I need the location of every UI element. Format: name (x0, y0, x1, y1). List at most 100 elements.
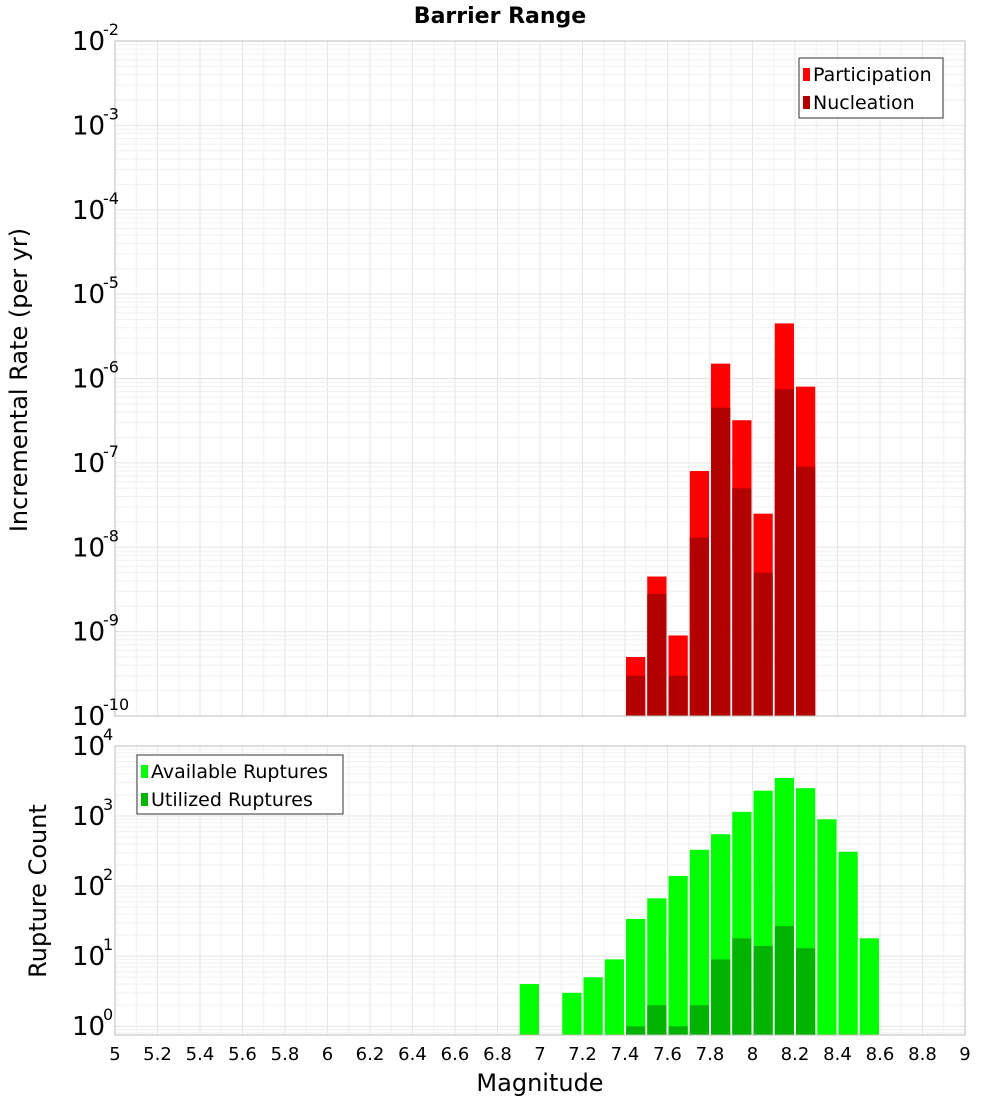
x-tick-label: 8.4 (823, 1044, 852, 1065)
chart-title: Barrier Range (414, 4, 586, 29)
bottom-bar-series2 (689, 1005, 709, 1035)
bottom-bar-series1 (838, 851, 858, 1035)
top-y-tick-exponent: -8 (103, 526, 119, 545)
top-bar-series2 (732, 488, 752, 716)
top-legend-label: Participation (813, 64, 932, 86)
x-tick-label: 7.2 (568, 1044, 597, 1065)
top-y-tick-base: 10 (72, 280, 105, 310)
top-y-tick-base: 10 (72, 618, 105, 648)
top-y-tick-exponent: -3 (103, 104, 119, 123)
bottom-bar-series1 (859, 938, 879, 1035)
top-bar-series2 (689, 537, 709, 716)
bottom-bar-series2 (774, 925, 794, 1035)
top-y-tick-exponent: -7 (103, 442, 119, 461)
x-tick-label: 8 (747, 1044, 758, 1065)
bottom-bar-series1 (817, 819, 837, 1035)
x-tick-label: 8.8 (908, 1044, 937, 1065)
bottom-y-tick-exponent: 3 (103, 795, 113, 814)
top-y-tick-base: 10 (72, 365, 105, 395)
bottom-y-tick-exponent: 1 (103, 935, 113, 954)
bottom-bar-series2 (647, 1005, 667, 1035)
top-y-tick-exponent: -5 (103, 273, 119, 292)
bottom-bar-series2 (626, 1026, 646, 1035)
bottom-bar-series2 (668, 1026, 688, 1035)
bottom-y-tick-exponent: 2 (103, 865, 113, 884)
top-legend-label: Nucleation (813, 92, 915, 114)
bottom-bar-series2 (753, 945, 773, 1035)
bottom-legend: Available Ruptures Utilized Ruptures (136, 754, 344, 815)
bottom-y-tick-base: 10 (72, 732, 105, 762)
bottom-legend-swatch (141, 765, 148, 778)
bottom-bar-series1 (562, 992, 582, 1035)
bottom-y-tick-base: 10 (72, 872, 105, 902)
x-tick-label: 6.8 (483, 1044, 512, 1065)
top-y-tick-base: 10 (72, 702, 105, 732)
bottom-bar-series1 (689, 849, 709, 1035)
top-plot-area: 10-1010-910-810-710-610-510-410-310-2Par… (72, 20, 966, 732)
bottom-plot-border (114, 745, 966, 1036)
top-y-tick-exponent: -6 (103, 358, 119, 377)
bottom-legend-box (136, 754, 344, 815)
bottom-y-tick-base: 10 (72, 1012, 105, 1042)
bottom-bar-series2 (796, 948, 816, 1035)
x-axis-label: Magnitude (476, 1069, 603, 1097)
top-legend: Participation Nucleation (798, 57, 944, 119)
bottom-bar-series1 (626, 918, 646, 1035)
bottom-y-tick-base: 10 (72, 942, 105, 972)
top-y-tick-base: 10 (72, 27, 105, 57)
x-tick-label: 6.2 (356, 1044, 385, 1065)
bottom-bar-series1 (583, 977, 603, 1035)
bottom-bar-series1 (604, 959, 624, 1035)
top-y-tick-exponent: -2 (103, 20, 119, 39)
x-tick-label: 6 (322, 1044, 333, 1065)
top-y-tick-exponent: -9 (103, 611, 119, 630)
top-bar-series2 (753, 572, 773, 716)
x-tick-label: 5.8 (271, 1044, 300, 1065)
x-tick-label: 7.4 (611, 1044, 640, 1065)
bottom-y-axis-label: Rupture Count (24, 804, 52, 978)
top-legend-swatch (803, 96, 810, 109)
top-bar-series2 (774, 389, 794, 716)
top-bar-series2 (668, 675, 688, 716)
x-tick-label: 6.6 (441, 1044, 470, 1065)
top-y-tick-exponent: -4 (103, 189, 119, 208)
bottom-y-tick-exponent: 0 (103, 1005, 113, 1024)
x-tick-label: 8.6 (866, 1044, 895, 1065)
x-tick-label: 7 (534, 1044, 545, 1065)
top-bar-series2 (796, 466, 816, 716)
top-bar-series2 (626, 675, 646, 716)
top-legend-swatch (803, 68, 810, 81)
x-tick-label: 7.8 (696, 1044, 725, 1065)
top-y-tick-base: 10 (72, 111, 105, 141)
bottom-bar-series1 (647, 898, 667, 1035)
bottom-bar-series1 (668, 875, 688, 1035)
top-bar-series2 (711, 407, 731, 716)
top-legend-box (798, 57, 944, 119)
x-tick-label: 5.6 (228, 1044, 257, 1065)
x-tick-label: 6.4 (398, 1044, 427, 1065)
top-y-axis-label: Incremental Rate (per yr) (5, 228, 33, 532)
x-tick-label: 9 (959, 1044, 970, 1065)
bottom-legend-label: Utilized Ruptures (151, 789, 313, 811)
top-y-tick-base: 10 (72, 533, 105, 563)
top-y-tick-exponent: -10 (103, 695, 129, 714)
bottom-bar-series2 (732, 938, 752, 1035)
bottom-legend-swatch (141, 793, 148, 806)
top-y-tick-base: 10 (72, 196, 105, 226)
top-y-tick-base: 10 (72, 449, 105, 479)
x-tick-label: 7.6 (653, 1044, 682, 1065)
x-tick-label: 5.4 (186, 1044, 215, 1065)
top-bar-series2 (647, 593, 667, 716)
x-tick-label: 5.2 (143, 1044, 172, 1065)
bottom-bar-series1 (519, 984, 539, 1035)
top-plot-border (114, 40, 966, 717)
x-tick-label: 5 (109, 1044, 120, 1065)
x-tick-label: 8.2 (781, 1044, 810, 1065)
bottom-bar-series2 (711, 959, 731, 1035)
bottom-y-tick-base: 10 (72, 802, 105, 832)
bottom-legend-label: Available Ruptures (151, 761, 328, 783)
bottom-y-tick-exponent: 4 (103, 725, 113, 744)
